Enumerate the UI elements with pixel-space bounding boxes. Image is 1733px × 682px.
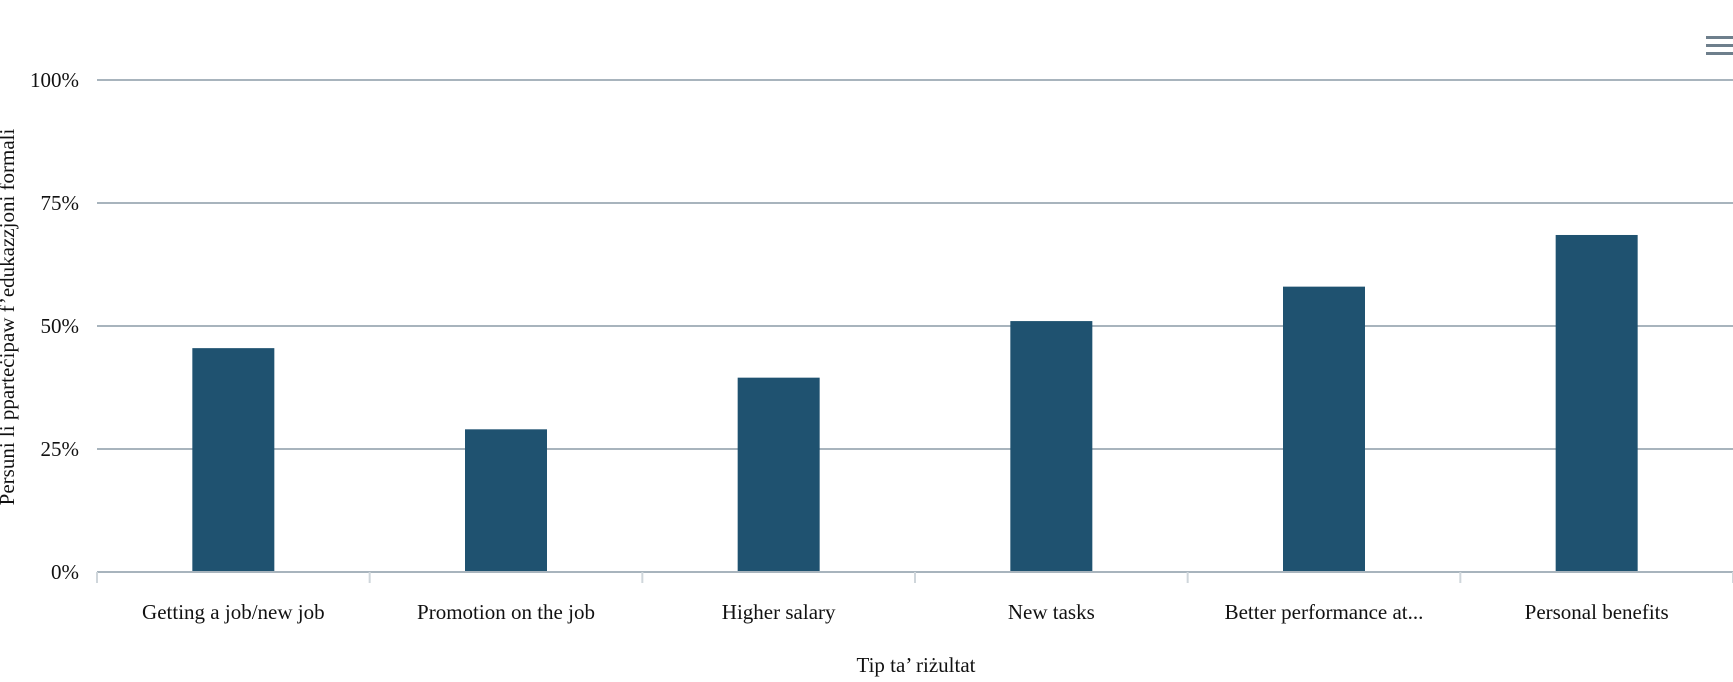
y-tick-label: 25% <box>41 437 80 461</box>
y-axis-title: Persuni li pparteċipaw f’edukazzjoni for… <box>0 128 19 505</box>
x-tick-label: Promotion on the job <box>417 600 595 624</box>
y-tick-label: 75% <box>41 191 80 215</box>
x-tick-label: Getting a job/new job <box>142 600 325 624</box>
x-tick-label: Better performance at... <box>1225 600 1424 624</box>
bar[interactable] <box>1555 234 1638 573</box>
bar[interactable] <box>465 429 547 572</box>
x-axis <box>96 571 1733 583</box>
y-axis-tick-labels: 0% 25% 50% 75% 100% <box>30 68 79 584</box>
x-tick-label: Personal benefits <box>1525 600 1669 624</box>
bar[interactable] <box>1283 286 1365 572</box>
bar[interactable] <box>737 377 820 572</box>
x-tick-label: New tasks <box>1008 600 1095 624</box>
x-axis-title: Tip ta’ riżultat <box>857 653 976 677</box>
bar[interactable] <box>1010 321 1093 572</box>
x-axis-tick-labels: Getting a job/new job Promotion on the jo… <box>142 600 1669 624</box>
y-tick-label: 50% <box>41 314 80 338</box>
y-tick-label: 100% <box>30 68 79 92</box>
y-tick-label: 0% <box>51 560 79 584</box>
hamburger-menu-icon[interactable] <box>1706 34 1733 60</box>
gridlines <box>97 79 1733 450</box>
bar[interactable] <box>192 348 275 572</box>
x-tick-label: Higher salary <box>722 600 836 624</box>
bars <box>192 234 1638 573</box>
